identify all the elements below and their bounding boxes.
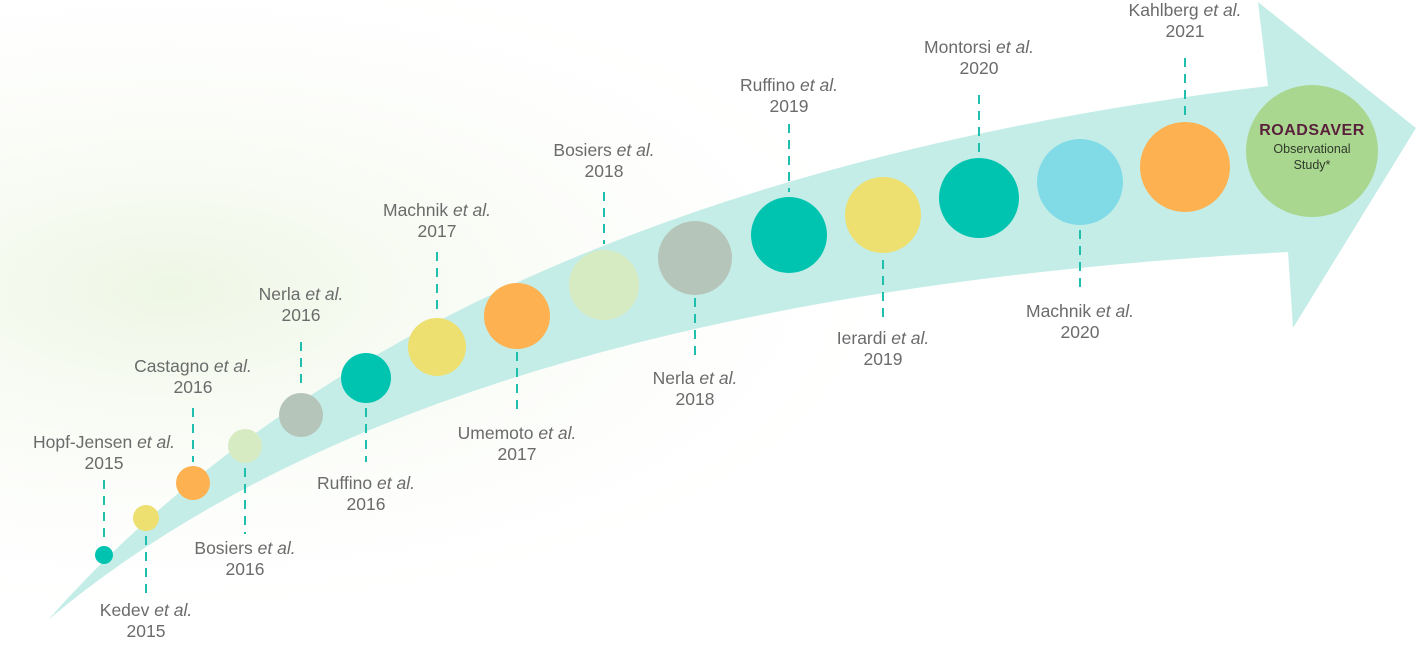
study-label-castagno-2016: Castagno et al. 2016 — [134, 356, 252, 397]
study-label-nerla-2018: Nerla et al. 2018 — [652, 368, 738, 409]
study-dot-0 — [95, 546, 113, 564]
study-label-ruffino-2016: Ruffino et al. 2016 — [317, 473, 415, 514]
study-dot-7 — [484, 283, 550, 349]
study-dot-6 — [408, 318, 466, 376]
study-dot-4 — [279, 393, 323, 437]
study-label-machnik-2020: Machnik et al. 2020 — [1026, 301, 1134, 342]
study-label-hopf-jensen-2015: Hopf-Jensen et al. 2015 — [32, 432, 176, 473]
study-label-kahlberg-2021: Kahlberg et al. 2021 — [1128, 0, 1242, 41]
study-label-montorsi-2020: Montorsi et al. 2020 — [924, 37, 1034, 78]
study-label-umemoto-2017: Umemoto et al. 2017 — [457, 423, 577, 464]
study-label-ierardi-2019: Ierardi et al. 2019 — [836, 328, 930, 369]
roadsaver-subtitle-line2: Study* — [1293, 158, 1331, 172]
study-dot-2 — [176, 466, 210, 500]
roadsaver-subtitle-line1: Observational — [1273, 142, 1351, 156]
study-dot-14 — [1140, 122, 1230, 212]
study-dot-1 — [133, 505, 159, 531]
study-dot-10 — [751, 197, 827, 273]
roadsaver-label: ROADSAVER Observational Study* — [1259, 121, 1365, 173]
study-label-bosiers-2016: Bosiers et al. 2016 — [194, 538, 296, 579]
roadsaver-title: ROADSAVER — [1259, 122, 1365, 139]
study-dot-3 — [228, 429, 262, 463]
study-label-machnik-2017: Machnik et al. 2017 — [383, 200, 491, 241]
roadsaver-circle — [1246, 85, 1378, 217]
study-label-bosiers-2018: Bosiers et al. 2018 — [553, 140, 655, 181]
study-label-ruffino-2019: Ruffino et al. 2019 — [740, 75, 838, 116]
study-dot-11 — [845, 177, 921, 253]
study-label-nerla-2016: Nerla et al. 2016 — [258, 284, 344, 325]
study-label-kedev-2015: Kedev et al. 2015 — [99, 600, 193, 641]
study-dot-8 — [569, 250, 639, 320]
study-dot-9 — [658, 221, 732, 295]
study-dot-12 — [939, 158, 1019, 238]
study-dot-13 — [1037, 139, 1123, 225]
study-dot-5 — [341, 353, 391, 403]
